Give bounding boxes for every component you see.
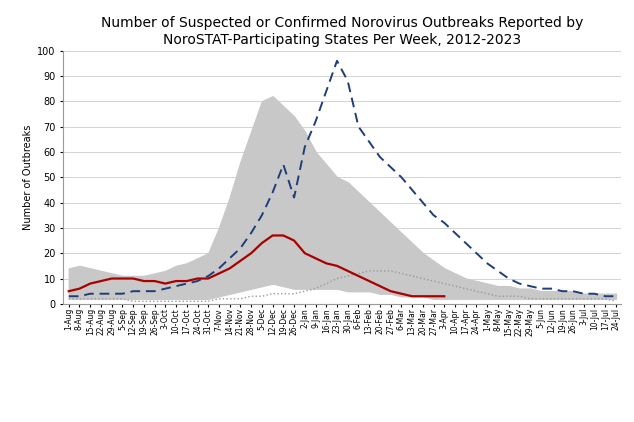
Title: Number of Suspected or Confirmed Norovirus Outbreaks Reported by
NoroSTAT-Partic: Number of Suspected or Confirmed Norovir… xyxy=(101,16,583,47)
Y-axis label: Number of Outbreaks: Number of Outbreaks xyxy=(23,124,33,230)
Legend: Range, 2012-20, 2020-21, 2021-22, 2022-23: Range, 2012-20, 2020-21, 2021-22, 2022-2… xyxy=(163,420,522,422)
